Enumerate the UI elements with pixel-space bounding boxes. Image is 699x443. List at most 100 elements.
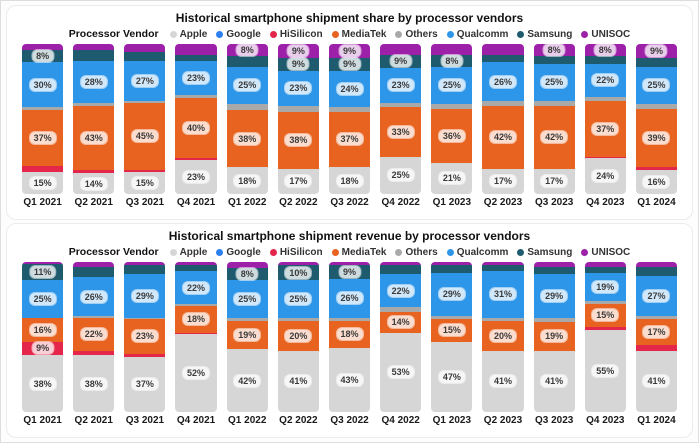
segment-unisoc [482,262,524,265]
segment-label: 29% [438,288,465,301]
segment-unisoc [124,44,166,52]
segment-qualcomm: 22% [175,271,217,304]
legend-item-google: Google [216,29,261,40]
x-axis-label: Q4 2023 [586,415,625,426]
segment-mediatek: 36% [431,108,473,163]
segment-label: 27% [131,74,158,87]
stacked-bar: 27% 17% 41% [635,262,678,412]
segment-qualcomm: 22% [584,63,626,97]
segment-label: 8% [543,44,565,56]
segment-mediatek: 17% [635,319,678,345]
x-axis-label: Q2 2022 [279,197,318,208]
segment-label: 15% [131,176,158,189]
segment-qualcomm: 26% [73,277,115,316]
others-legend-dot-icon [395,30,403,38]
segment-label: 8% [32,50,54,62]
legend: Processor Vendor Apple Google HiSilicon Med… [13,245,686,259]
segment-label: 37% [29,131,56,144]
segment-label: 43% [336,373,363,386]
segment-others [226,317,268,321]
segment-label: 37% [592,122,619,135]
bar-column-q2-2023: 31% 20% 41% Q2 2023 [477,262,528,430]
plot-area: 8% 30% 37% 15% Q1 2021 28% 43% 14% Q2 2021 27% 45%… [13,41,686,212]
segment-hisilicon [22,165,64,172]
chart-title: Historical smartphone shipment revenue b… [168,229,531,243]
mediatek-legend-dot-icon [331,30,339,38]
segment-label: 22% [80,328,107,340]
legend-item-others: Others [395,29,438,40]
segment-qualcomm: 25% [22,280,64,318]
segment-label: 22% [183,281,210,294]
x-axis-label: Q2 2022 [279,415,318,426]
segment-others [533,101,575,106]
segment-label: 14% [80,177,107,190]
segment-unisoc [226,262,268,268]
segment-samsung: 9% [328,57,371,71]
segment-unisoc [380,262,422,265]
hisilicon-legend-dot-icon [269,30,277,38]
x-axis-label: Q3 2021 [125,415,165,426]
legend-item-unisoc: UNISOC [581,29,630,40]
segment-label: 22% [592,74,619,86]
segment-hisilicon [73,170,115,173]
legend-item-label: UNISOC [591,246,631,258]
segment-label: 41% [489,375,516,388]
segment-qualcomm: 25% [431,66,473,104]
stacked-bar: 28% 43% 14% [73,44,115,194]
legend-item-qualcomm: Qualcomm [446,247,508,258]
segment-label: 41% [541,375,568,388]
x-axis-label: Q2 2023 [483,197,523,208]
qualcomm-legend-dot-icon [446,248,454,256]
stacked-bar: 8% 30% 37% 15% [22,44,64,194]
segment-label: 23% [183,170,210,183]
legend-item-label: HiSilicon [279,28,323,40]
stacked-bar: 23% 40% 23% [175,44,217,194]
stacked-bar: 8% 22% 37% 24% [584,44,626,194]
x-axis-label: Q2 2021 [74,197,113,208]
segment-label: 22% [387,284,414,297]
segment-label: 9% [339,58,361,71]
bar-column-q3-2021: 29% 23% 37% Q3 2021 [119,262,170,430]
segment-label: 19% [592,280,619,293]
stacked-bar: 22% 18% 52% [175,262,217,412]
segment-others [226,104,268,110]
segment-apple: 38% [22,355,64,412]
legend-item-unisoc: UNISOC [581,247,630,258]
segment-unisoc [22,262,64,264]
segment-qualcomm: 26% [482,62,524,101]
segment-hisilicon [124,353,166,357]
segment-mediatek: 19% [533,322,575,351]
legend-item-mediatek: MediaTek [331,247,386,258]
segment-label: 45% [131,130,158,143]
segment-hisilicon [584,156,626,158]
segment-others [277,105,319,112]
bar-column-q3-2023: 8% 25% 42% 17% Q3 2023 [529,44,580,212]
segment-others [584,96,626,101]
segment-qualcomm: 24% [328,71,371,107]
x-axis-label: Q3 2023 [534,415,574,426]
legend-item-label: Apple [179,28,208,40]
segment-apple: 41% [533,350,575,412]
segment-others [380,102,422,107]
unisoc-legend-dot-icon [581,30,589,38]
segment-hisilicon [635,344,678,351]
google-legend-dot-icon [216,30,224,38]
segment-unisoc [431,262,473,265]
segment-label: 29% [541,289,568,302]
segment-mediatek: 45% [124,102,166,170]
segment-apple: 38% [73,355,115,412]
stacked-bar: 9% 9% 23% 38% 17% [277,44,319,194]
plot-area: 11% 25% 16% 9% 38% Q1 2021 26% 22% 38% Q2 2021 29%… [13,259,686,430]
segment-qualcomm: 25% [277,280,319,318]
segment-label: 42% [541,131,568,143]
segment-label: 37% [131,378,158,391]
segment-label: 9% [339,44,361,57]
segment-label: 16% [29,323,56,336]
segment-others [73,102,115,106]
segment-label: 36% [438,129,465,142]
bar-column-q1-2024: 9% 25% 39% 16% Q1 2024 [631,44,682,212]
segment-unisoc [175,44,217,55]
segment-label: 25% [29,292,56,305]
segment-label: 26% [80,290,107,303]
